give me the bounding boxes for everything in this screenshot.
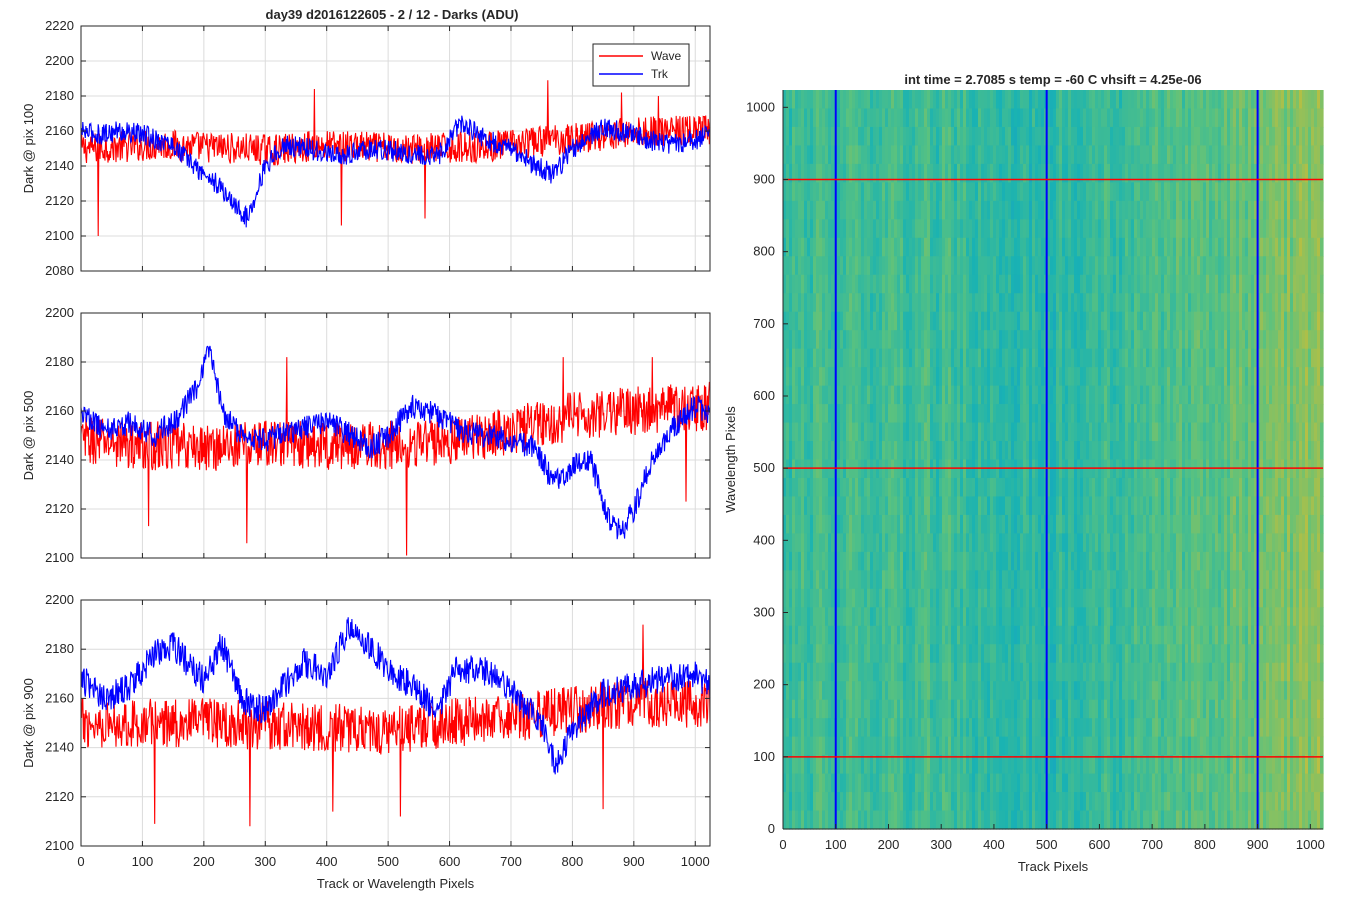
y-tick-label: 800: [753, 244, 775, 259]
figure-title: day39 d2016122605 - 2 / 12 - Darks (ADU): [266, 7, 519, 22]
y-tick-label: 2200: [45, 53, 74, 68]
y-tick-label: 2180: [45, 88, 74, 103]
y-tick-label: 2140: [45, 452, 74, 467]
x-tick-label: 700: [1141, 837, 1163, 852]
y-tick-label: 300: [753, 604, 775, 619]
x-tick-label: 1000: [681, 854, 710, 869]
y-tick-label: 2100: [45, 550, 74, 565]
x-tick-label: 100: [825, 837, 847, 852]
axes-box: [80, 599, 711, 847]
x-tick-label: 400: [983, 837, 1005, 852]
series-line-trk: [80, 617, 711, 775]
x-tick-label: 200: [878, 837, 900, 852]
y-tick-label: 0: [768, 821, 775, 836]
series-line-wave: [80, 624, 711, 827]
x-tick-label: 800: [562, 854, 584, 869]
y-tick-label: 2160: [45, 123, 74, 138]
legend-label: Wave: [651, 49, 682, 63]
series-line-wave: [80, 80, 711, 237]
y-tick-label: 400: [753, 532, 775, 547]
x-tick-label: 800: [1194, 837, 1216, 852]
x-tick-label: 600: [439, 854, 461, 869]
series-line-trk: [80, 115, 711, 228]
heatmap-image: [783, 90, 1324, 830]
y-tick-label: 2120: [45, 789, 74, 804]
x-tick-label: 100: [132, 854, 154, 869]
y-tick-label: 2140: [45, 740, 74, 755]
x-tick-label: 200: [193, 854, 215, 869]
x-tick-label: 0: [779, 837, 786, 852]
y-tick-label: 2160: [45, 403, 74, 418]
y-tick-label: 700: [753, 316, 775, 331]
y-axis-label: Dark @ pix 500: [21, 391, 36, 481]
x-axis-label: Track or Wavelength Pixels: [317, 876, 475, 891]
y-tick-label: 900: [753, 171, 775, 186]
axes-box: [80, 25, 711, 272]
x-tick-label: 400: [316, 854, 338, 869]
y-tick-label: 2100: [45, 228, 74, 243]
x-tick-label: 500: [1036, 837, 1058, 852]
x-tick-label: 0: [77, 854, 84, 869]
y-tick-label: 2120: [45, 501, 74, 516]
panel-pix-900: 0 100 200 300 400 500 600 700 800 900 1000 2100 2120…: [21, 592, 711, 891]
y-tick-label: 2100: [45, 838, 74, 853]
y-axis-label: Wavelength Pixels: [723, 406, 738, 513]
legend: Wave Trk: [592, 43, 690, 87]
panel-pix-100: 2080 2100 2120 2140 2160 2180 2200 2220 Dark @ p…: [21, 18, 711, 278]
y-tick-label: 2160: [45, 690, 74, 705]
series-line-wave: [80, 357, 711, 556]
panel-dark-image: 0 100 200 300 400 500 600 700 800 900 1000 0 100 200 3…: [723, 72, 1325, 874]
y-tick-label: 2200: [45, 305, 74, 320]
x-tick-label: 500: [377, 854, 399, 869]
series-line-trk: [80, 345, 711, 540]
y-tick-label: 2140: [45, 158, 74, 173]
y-tick-label: 2180: [45, 354, 74, 369]
y-tick-label: 2120: [45, 193, 74, 208]
axes-box: [80, 312, 711, 559]
legend-box: [592, 43, 690, 87]
y-axis-label: Dark @ pix 100: [21, 104, 36, 194]
legend-label: Trk: [651, 67, 669, 81]
y-axis-label: Dark @ pix 900: [21, 678, 36, 768]
image-title: int time = 2.7085 s temp = -60 C vhsift …: [904, 72, 1201, 87]
x-tick-label: 600: [1089, 837, 1111, 852]
x-axis-label: Track Pixels: [1018, 859, 1089, 874]
y-tick-label: 1000: [746, 99, 775, 114]
x-tick-label: 300: [930, 837, 952, 852]
x-tick-label: 700: [500, 854, 522, 869]
panel-pix-500: 2100 2120 2140 2160 2180 2200 Dark @ pix 500: [21, 305, 711, 565]
y-tick-label: 600: [753, 388, 775, 403]
x-tick-label: 900: [1247, 837, 1269, 852]
x-tick-label: 300: [254, 854, 276, 869]
y-tick-label: 200: [753, 677, 775, 692]
y-tick-label: 100: [753, 749, 775, 764]
y-tick-label: 2220: [45, 18, 74, 33]
y-tick-label: 2080: [45, 263, 74, 278]
x-tick-label: 900: [623, 854, 645, 869]
y-tick-label: 2200: [45, 592, 74, 607]
y-tick-label: 2180: [45, 641, 74, 656]
x-tick-label: 1000: [1296, 837, 1325, 852]
y-tick-label: 500: [753, 460, 775, 475]
